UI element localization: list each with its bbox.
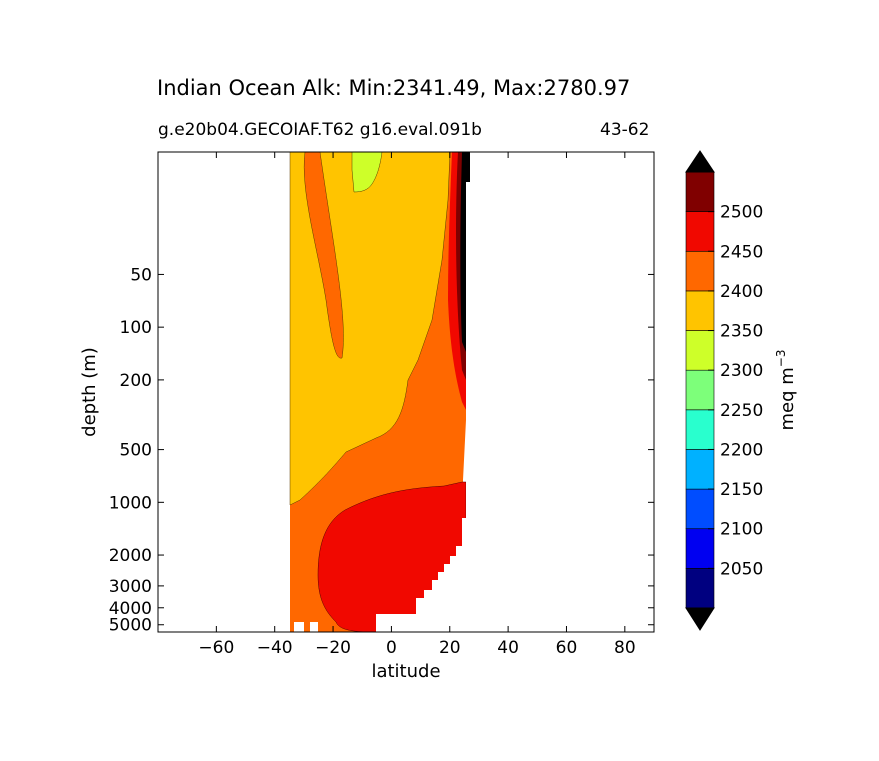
seafloor-gap-2 (310, 622, 318, 632)
y-tick-label: 2000 (109, 546, 152, 566)
x-axis-label: latitude (371, 661, 440, 682)
x-tick-label: 40 (497, 638, 519, 658)
colorbar-segment (685, 171, 715, 212)
y-tick-label: 200 (120, 371, 152, 391)
chart-subtitle-case: g.e20b04.GECOIAF.T62 g16.eval.091b (158, 120, 482, 140)
contour-field (289, 152, 654, 632)
contour-band-2350-2400 (289, 152, 451, 506)
colorbar-segment (685, 250, 715, 292)
colorbar-segment (685, 488, 715, 530)
seafloor-steps (376, 518, 466, 632)
y-tick-label: 500 (120, 441, 152, 461)
colorbar-tick-label: 2100 (720, 520, 763, 540)
colorbar-tick-label: 2150 (720, 480, 763, 500)
x-tick-label: −40 (257, 638, 293, 658)
colorbar-extend-min (685, 607, 715, 631)
colorbar-extend-max (685, 150, 715, 173)
x-tick-label: 20 (439, 638, 461, 658)
colorbar-segment (685, 330, 715, 371)
colorbar-tick-label: 2050 (720, 559, 763, 579)
x-axis-ticks: −60 −40 −20 0 20 40 60 80 (198, 152, 636, 658)
x-tick-label: 0 (386, 638, 397, 658)
chart-title: Indian Ocean Alk: Min:2341.49, Max:2780.… (157, 76, 631, 100)
colorbar-segment (685, 369, 715, 411)
contour-band-over-north (460, 152, 470, 352)
x-tick-label: 80 (614, 638, 636, 658)
colorbar-tick-label: 2350 (720, 322, 763, 342)
y-tick-label: 5000 (109, 616, 152, 636)
colorbar-segment (685, 528, 715, 569)
colorbar-tick-label: 2300 (720, 361, 763, 381)
x-tick-label: −60 (198, 638, 234, 658)
y-axis-label: depth (m) (79, 347, 100, 437)
y-tick-label: 1000 (109, 493, 152, 513)
x-tick-label: 60 (556, 638, 578, 658)
x-tick-label: −20 (315, 638, 351, 658)
colorbar-label: meq m−3 (774, 350, 798, 431)
plot-frame (157, 151, 655, 633)
colorbar-tick-label: 2200 (720, 440, 763, 460)
colorbar-segment (685, 211, 715, 252)
seafloor-gap-1 (294, 622, 304, 632)
colorbar-segment (685, 290, 715, 331)
y-tick-label: 100 (120, 318, 152, 338)
y-tick-label: 50 (130, 265, 152, 285)
colorbar-tick-label: 2500 (720, 203, 763, 223)
chart-subtitle-years: 43-62 (600, 120, 650, 140)
y-tick-label: 3000 (109, 577, 152, 597)
colorbar-segment (685, 449, 715, 490)
y-tick-label: 4000 (109, 599, 152, 619)
colorbar-tick-label: 2450 (720, 242, 763, 262)
bathymetry-mask (466, 182, 654, 632)
contour-band-2300-2350 (351, 152, 383, 193)
colorbar-segment (685, 568, 715, 609)
colorbar-tick-label: 2250 (720, 401, 763, 421)
colorbar: 2050 2100 2150 2200 2250 2300 2350 2400 2450 2500 (685, 150, 763, 631)
colorbar-segment (685, 409, 715, 450)
colorbar-tick-label: 2400 (720, 282, 763, 302)
